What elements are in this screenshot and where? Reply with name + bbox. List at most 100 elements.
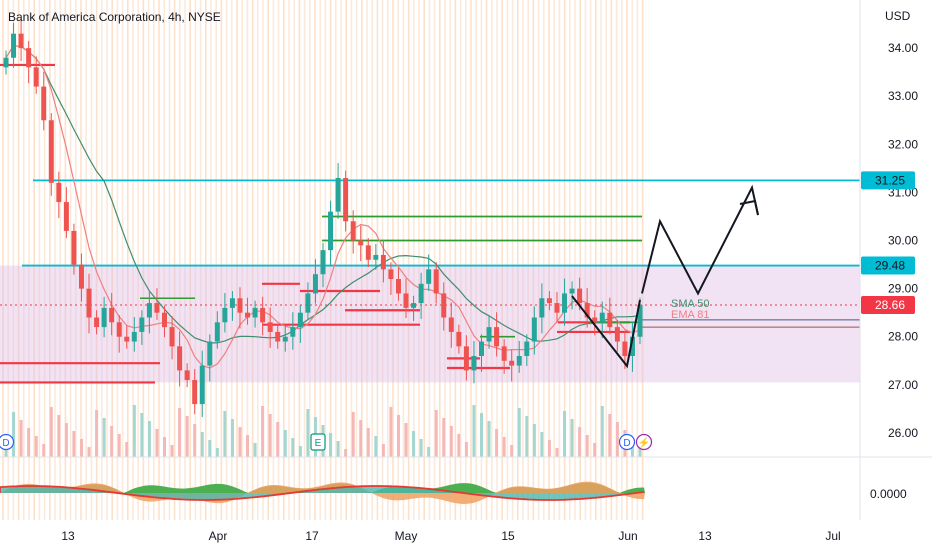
candle-body xyxy=(388,269,394,280)
candle-body xyxy=(546,298,552,304)
volume-bar xyxy=(434,410,438,457)
volume-bar xyxy=(495,429,499,457)
volume-bar xyxy=(298,446,302,457)
candle-body xyxy=(358,240,364,246)
x-tick-label: May xyxy=(395,529,418,543)
oscillator-teal-area xyxy=(0,486,645,500)
candle-body xyxy=(154,303,160,313)
candle-body xyxy=(562,293,568,313)
volume-bar xyxy=(125,442,129,457)
candle-body xyxy=(169,327,175,347)
candle-body xyxy=(441,293,447,318)
volume-bar xyxy=(404,423,408,457)
projection-arrowhead xyxy=(739,199,759,216)
volume-bar xyxy=(49,407,53,457)
volume-bar xyxy=(200,432,204,457)
volume-bar xyxy=(585,435,589,457)
x-tick-label: Jun xyxy=(618,529,637,543)
volume-bar xyxy=(215,448,219,457)
volume-bar xyxy=(238,427,242,457)
candle-body xyxy=(312,274,318,294)
volume-bar xyxy=(147,421,151,457)
volume-bar xyxy=(374,436,378,457)
candle-body xyxy=(290,327,296,337)
volume-bar xyxy=(72,431,76,457)
x-axis-ticks: 13 Apr 17 May 15 Jun 13 Jul xyxy=(61,529,840,543)
candle-body xyxy=(486,327,492,342)
price-label-text: 31.25 xyxy=(875,173,905,187)
candle-body xyxy=(637,304,643,337)
price-labels: 31.25 29.48 28.66 xyxy=(861,171,915,314)
candle-body xyxy=(433,269,439,294)
candle-body xyxy=(509,360,515,366)
candle-body xyxy=(177,346,183,371)
candle-body xyxy=(305,293,311,313)
sma-label: SMA 50 xyxy=(671,298,710,310)
volume-bar xyxy=(329,433,333,457)
volume-bar xyxy=(570,419,574,457)
volume-bar xyxy=(351,412,355,457)
candle-body xyxy=(48,120,54,183)
ema-label: EMA 81 xyxy=(671,309,710,321)
candle-body xyxy=(86,288,92,318)
y-tick-label: 33.00 xyxy=(888,89,918,103)
y-tick-label: 30.00 xyxy=(888,234,918,248)
candle-body xyxy=(222,307,228,323)
volume-bar xyxy=(95,410,99,457)
candle-body xyxy=(629,336,635,356)
volume-bar xyxy=(359,420,363,457)
event-marker-shape xyxy=(310,433,326,451)
volume-bar xyxy=(246,435,250,457)
y-tick-label: 29.00 xyxy=(888,282,918,296)
candle-body xyxy=(524,341,530,356)
projection-path xyxy=(641,184,759,296)
volume-bar xyxy=(178,408,182,457)
volume-bar xyxy=(344,449,348,457)
volume-bar xyxy=(223,411,227,457)
candle-body xyxy=(554,303,560,313)
candle-body xyxy=(456,331,462,347)
y-tick-label: 32.00 xyxy=(888,137,918,151)
price-label-text: 29.48 xyxy=(875,259,905,273)
candle-body xyxy=(275,331,281,342)
volume-bar xyxy=(102,418,106,457)
candle-body xyxy=(411,303,417,308)
y-tick-label: 26.00 xyxy=(888,426,918,440)
volume-bar xyxy=(540,432,544,457)
oscillator-signal-line xyxy=(0,485,645,501)
y-tick-label: 27.00 xyxy=(888,378,918,392)
candle-body xyxy=(426,269,432,284)
price-label-tag xyxy=(861,171,915,190)
volume-bar xyxy=(276,422,280,457)
event-marker-shape xyxy=(618,433,636,451)
candle-body xyxy=(237,298,243,313)
candle-body xyxy=(207,341,213,366)
candle-body xyxy=(63,202,69,231)
candle-body xyxy=(584,303,590,318)
candle-body xyxy=(260,307,266,323)
candle-body xyxy=(373,254,379,260)
volume-bar xyxy=(79,439,83,457)
volume-bar xyxy=(42,444,46,457)
volume-bar xyxy=(306,409,310,457)
candle-body xyxy=(33,67,39,87)
candle-body xyxy=(577,288,583,304)
volume-bar xyxy=(457,434,461,457)
candle-body xyxy=(539,298,545,318)
candle-body xyxy=(94,317,100,328)
volume-bar xyxy=(27,428,31,457)
volume-bar xyxy=(185,416,189,457)
candle-body xyxy=(184,370,190,381)
volume-bar xyxy=(517,408,521,457)
y-tick-label: 34.00 xyxy=(888,41,918,55)
volume-bar xyxy=(4,449,8,457)
volume-bar xyxy=(230,419,234,457)
candle-body xyxy=(116,322,122,337)
candle-body xyxy=(282,336,288,342)
event-marker-shape xyxy=(0,433,15,451)
volume-bar xyxy=(163,437,166,457)
candle-body xyxy=(622,341,628,356)
event-marker-text: E xyxy=(315,438,322,449)
candle-body xyxy=(463,346,469,371)
